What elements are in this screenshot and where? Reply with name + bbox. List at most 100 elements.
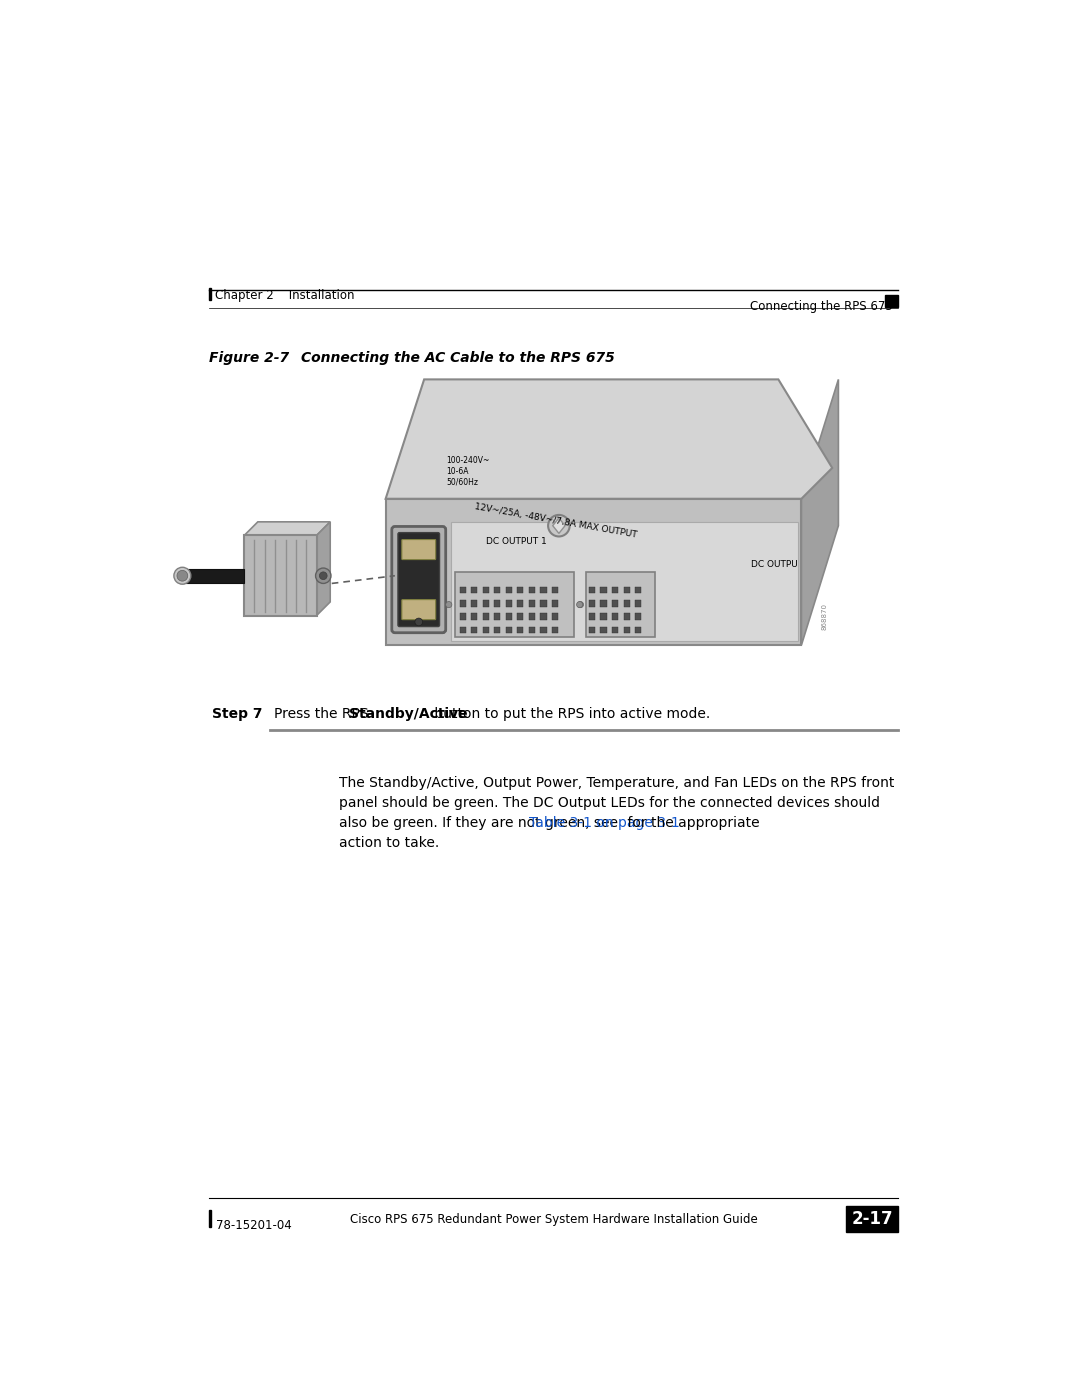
- Text: DC OUTPU: DC OUTPU: [751, 560, 798, 570]
- Text: Connecting the AC Cable to the RPS 675: Connecting the AC Cable to the RPS 675: [301, 351, 615, 365]
- Bar: [529, 587, 535, 594]
- FancyBboxPatch shape: [397, 532, 440, 627]
- Text: action to take.: action to take.: [339, 835, 440, 849]
- Bar: [517, 627, 524, 633]
- Text: for the appropriate: for the appropriate: [623, 816, 760, 830]
- Bar: [623, 627, 630, 633]
- Bar: [635, 627, 642, 633]
- Bar: [460, 601, 465, 606]
- Bar: [846, 1206, 899, 1232]
- Bar: [612, 587, 618, 594]
- Bar: [460, 587, 465, 594]
- Bar: [451, 522, 798, 641]
- Circle shape: [415, 617, 422, 626]
- Text: Step 7: Step 7: [213, 707, 262, 721]
- Bar: [483, 587, 489, 594]
- Circle shape: [578, 602, 583, 608]
- FancyBboxPatch shape: [392, 527, 446, 633]
- Bar: [529, 613, 535, 620]
- Text: The Standby/Active, Output Power, Temperature, and Fan LEDs on the RPS front: The Standby/Active, Output Power, Temper…: [339, 775, 895, 789]
- Text: Table 3-1 on page 3-1: Table 3-1 on page 3-1: [528, 816, 679, 830]
- Bar: [552, 601, 558, 606]
- Bar: [635, 587, 642, 594]
- Text: Figure 2-7: Figure 2-7: [208, 351, 288, 365]
- Bar: [529, 601, 535, 606]
- Circle shape: [174, 567, 191, 584]
- Bar: [552, 613, 558, 620]
- Bar: [455, 571, 575, 637]
- Text: 78-15201-04: 78-15201-04: [216, 1220, 292, 1232]
- Bar: [517, 587, 524, 594]
- Circle shape: [549, 515, 569, 536]
- Text: Connecting the RPS 675: Connecting the RPS 675: [750, 300, 892, 313]
- Bar: [208, 288, 211, 300]
- Polygon shape: [386, 380, 833, 499]
- Bar: [589, 627, 595, 633]
- Bar: [505, 627, 512, 633]
- Text: DC OUTPUT 1: DC OUTPUT 1: [486, 538, 546, 546]
- Polygon shape: [386, 499, 801, 645]
- FancyBboxPatch shape: [402, 599, 435, 620]
- Bar: [612, 627, 618, 633]
- Bar: [623, 613, 630, 620]
- Polygon shape: [801, 380, 838, 645]
- Bar: [540, 627, 546, 633]
- Bar: [471, 613, 477, 620]
- Bar: [483, 627, 489, 633]
- Circle shape: [177, 570, 188, 581]
- Bar: [460, 627, 465, 633]
- Text: 12V~/25A, -48V~/7.8A MAX OUTPUT: 12V~/25A, -48V~/7.8A MAX OUTPUT: [474, 503, 638, 541]
- Bar: [600, 613, 607, 620]
- Bar: [585, 571, 656, 637]
- Bar: [600, 587, 607, 594]
- Bar: [244, 535, 318, 616]
- Bar: [635, 601, 642, 606]
- Bar: [495, 627, 500, 633]
- Bar: [483, 613, 489, 620]
- Bar: [505, 601, 512, 606]
- Bar: [505, 587, 512, 594]
- Bar: [552, 627, 558, 633]
- Polygon shape: [244, 522, 330, 535]
- Text: 868870: 868870: [822, 602, 827, 630]
- Bar: [505, 613, 512, 620]
- Bar: [460, 613, 465, 620]
- Bar: [623, 587, 630, 594]
- Bar: [623, 601, 630, 606]
- Bar: [540, 587, 546, 594]
- Bar: [471, 601, 477, 606]
- Bar: [517, 613, 524, 620]
- Bar: [885, 295, 899, 307]
- Bar: [589, 587, 595, 594]
- Bar: [483, 601, 489, 606]
- Bar: [495, 613, 500, 620]
- Bar: [208, 1210, 211, 1227]
- Bar: [540, 601, 546, 606]
- Bar: [471, 627, 477, 633]
- Polygon shape: [553, 518, 565, 534]
- Text: button to put the RPS into active mode.: button to put the RPS into active mode.: [430, 707, 711, 721]
- Circle shape: [320, 571, 327, 580]
- Text: also be green. If they are not green, see: also be green. If they are not green, se…: [339, 816, 623, 830]
- Bar: [471, 587, 477, 594]
- Bar: [612, 613, 618, 620]
- Text: panel should be green. The DC Output LEDs for the connected devices should: panel should be green. The DC Output LED…: [339, 796, 880, 810]
- FancyBboxPatch shape: [402, 539, 435, 560]
- Bar: [540, 613, 546, 620]
- Bar: [635, 613, 642, 620]
- Text: Press the RPS: Press the RPS: [274, 707, 373, 721]
- Bar: [589, 601, 595, 606]
- Bar: [612, 601, 618, 606]
- Text: 100-240V~
10-6A
50/60Hz: 100-240V~ 10-6A 50/60Hz: [446, 457, 490, 486]
- Circle shape: [446, 602, 451, 608]
- Text: Standby/Active: Standby/Active: [350, 707, 468, 721]
- Bar: [600, 627, 607, 633]
- Bar: [495, 601, 500, 606]
- Bar: [529, 627, 535, 633]
- Circle shape: [577, 602, 583, 608]
- Bar: [517, 601, 524, 606]
- Text: Chapter 2    Installation: Chapter 2 Installation: [215, 289, 354, 302]
- Polygon shape: [316, 522, 330, 616]
- Bar: [183, 569, 244, 583]
- Bar: [589, 613, 595, 620]
